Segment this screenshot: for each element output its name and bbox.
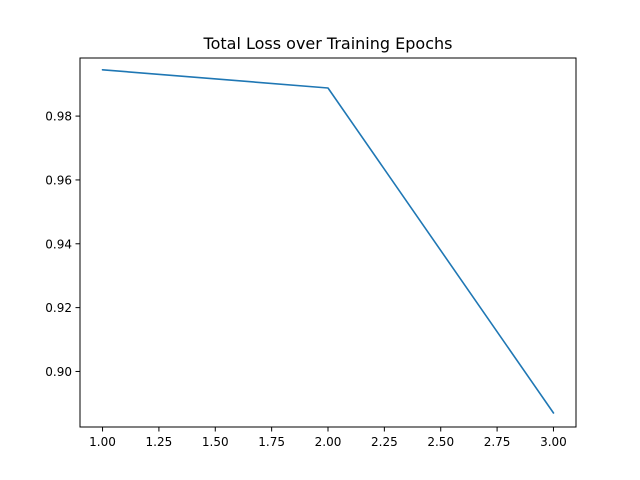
y-tick-label: 0.96	[45, 173, 72, 187]
chart-title: Total Loss over Training Epochs	[203, 34, 453, 53]
x-tick-label: 1.75	[258, 435, 285, 449]
plot-series	[101, 69, 555, 414]
y-tick-label: 0.94	[45, 237, 72, 251]
y-tick-label: 0.92	[45, 301, 72, 315]
y-axis: 0.90 0.92 0.94 0.96 0.98	[45, 110, 80, 379]
x-axis: 1.00 1.25 1.50 1.75 2.00 2.25 2.50 2.75 3.00	[89, 427, 567, 449]
x-tick-label: 2.50	[427, 435, 454, 449]
y-tick-label: 0.98	[45, 110, 72, 124]
x-tick-label: 2.75	[484, 435, 511, 449]
y-tick-label: 0.90	[45, 365, 72, 379]
x-tick-label: 2.00	[315, 435, 342, 449]
x-tick-label: 1.50	[202, 435, 229, 449]
x-tick-label: 1.25	[146, 435, 173, 449]
x-tick-label: 1.00	[89, 435, 116, 449]
series-line	[101, 69, 555, 414]
x-tick-label: 3.00	[540, 435, 567, 449]
x-tick-label: 2.25	[371, 435, 398, 449]
plot-frame	[79, 57, 577, 428]
